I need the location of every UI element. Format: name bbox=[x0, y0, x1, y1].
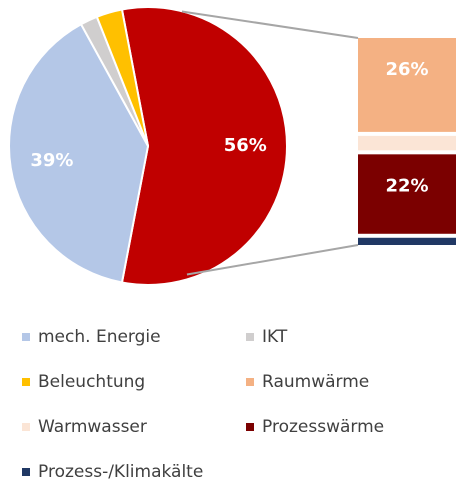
legend-label: Beleuchtung bbox=[38, 372, 145, 392]
bar-segment bbox=[358, 38, 456, 132]
legend-swatch bbox=[22, 333, 30, 341]
bar-segment bbox=[358, 154, 456, 234]
legend-label: Raumwärme bbox=[262, 372, 369, 392]
value-label: 39% bbox=[30, 150, 73, 171]
value-label: 22% bbox=[385, 175, 428, 196]
value-label: 26% bbox=[385, 59, 428, 80]
legend-swatch bbox=[246, 378, 254, 386]
legend-label: Prozess-/Klimakälte bbox=[38, 462, 203, 482]
legend-swatch bbox=[22, 378, 30, 386]
legend-swatch bbox=[246, 333, 254, 341]
legend-label: mech. Energie bbox=[38, 327, 161, 347]
bar-segment bbox=[358, 135, 456, 151]
legend-label: IKT bbox=[262, 327, 288, 347]
legend-swatch bbox=[22, 468, 30, 476]
legend-label: Warmwasser bbox=[38, 417, 147, 437]
value-label: 56% bbox=[224, 135, 267, 156]
connector bbox=[186, 244, 359, 276]
legend-swatch bbox=[22, 423, 30, 431]
bar-segment bbox=[358, 237, 456, 245]
legend-label: Prozesswärme bbox=[262, 417, 384, 437]
legend-swatch bbox=[246, 423, 254, 431]
pie-slice bbox=[8, 22, 150, 284]
connector bbox=[181, 10, 359, 39]
pie-slice bbox=[95, 8, 149, 147]
